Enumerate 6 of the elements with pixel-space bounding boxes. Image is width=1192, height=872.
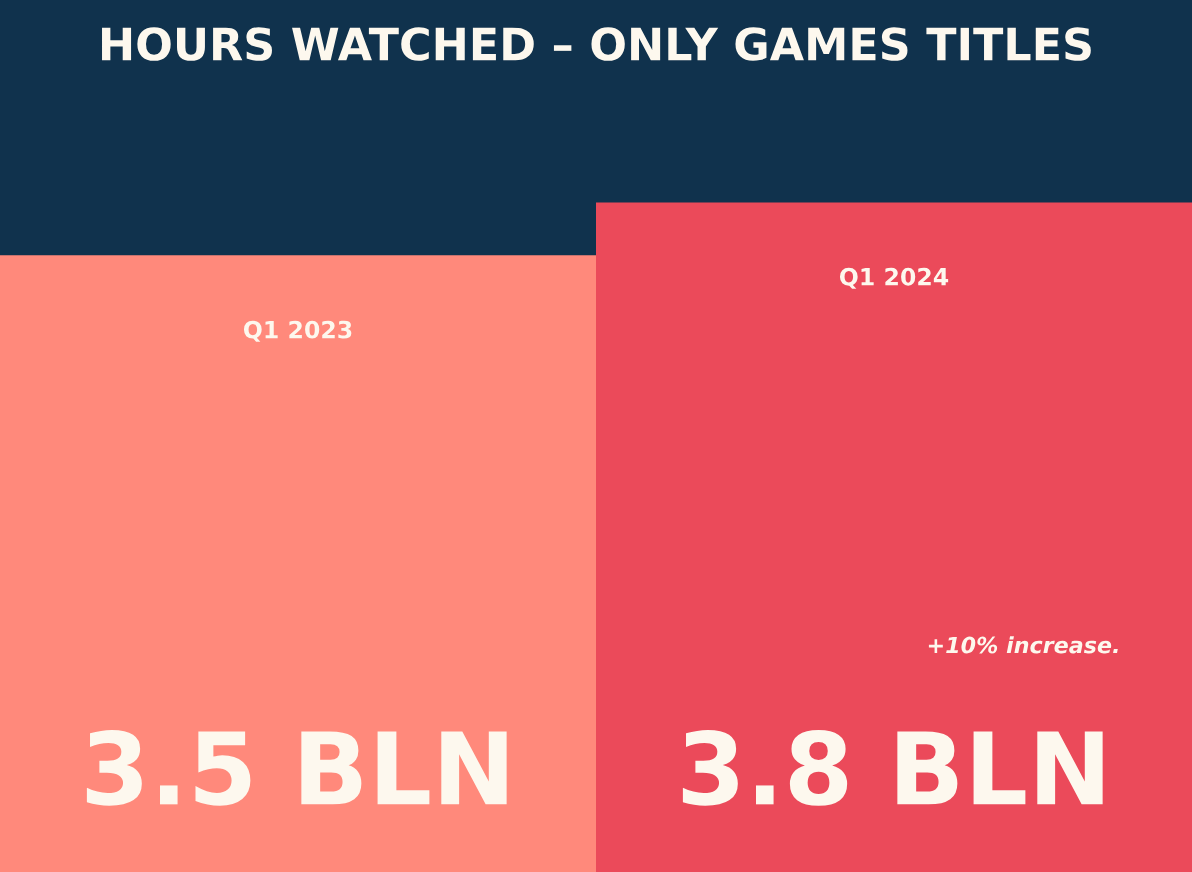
annotation: +10% increase. (928, 636, 1118, 654)
data-label: 3.8 BLN (682, 730, 1103, 806)
x-tick-label: Q1 2024 (839, 267, 949, 289)
data-label: 3.5 BLN (86, 730, 507, 806)
chart-title: HOURS WATCHED – ONLY GAMES TITLES (102, 27, 1091, 61)
x-tick-label: Q1 2023 (243, 320, 352, 342)
